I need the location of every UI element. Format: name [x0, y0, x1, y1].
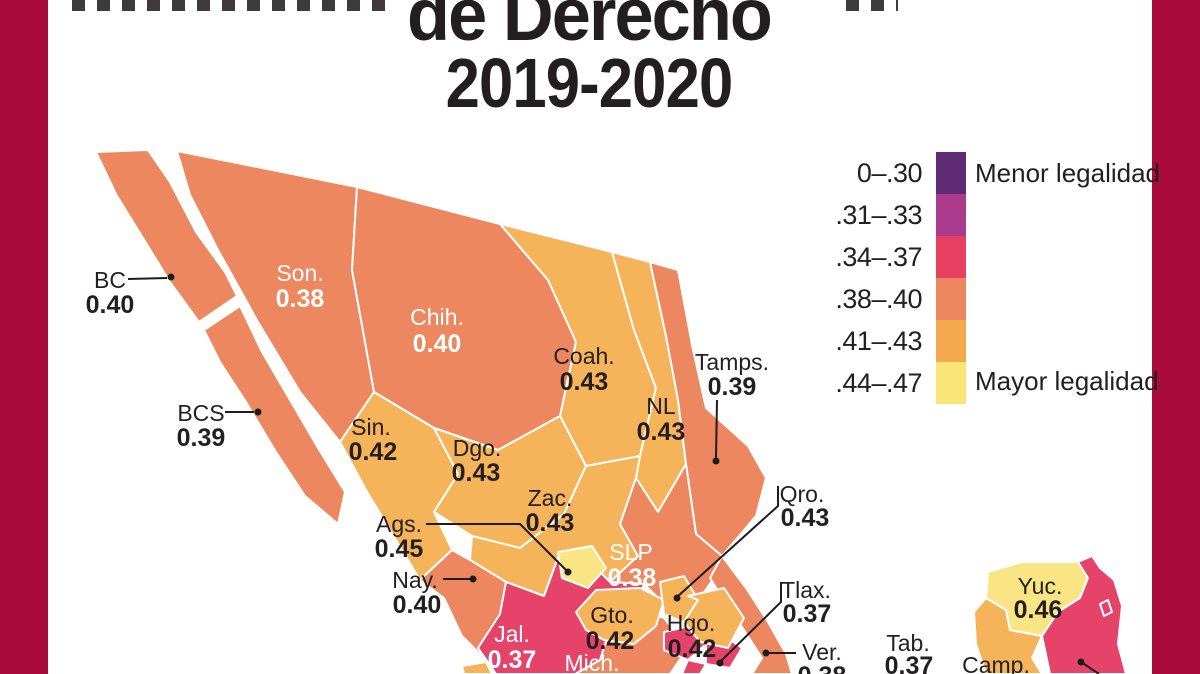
label-aguascalientes-value: 0.45 [375, 535, 424, 563]
state-colima [461, 661, 493, 674]
leader-dot-nay [469, 575, 477, 583]
label-durango-name: Dgo. [453, 435, 502, 461]
label-sinaloa-value: 0.42 [349, 438, 398, 466]
label-hidalgo-name: Hgo. [667, 610, 716, 636]
leader-dot-tlax [716, 659, 724, 667]
clipped-text-remnant [846, 0, 898, 11]
label-zacatecas-name: Zac. [528, 485, 573, 511]
leader-bc [127, 277, 168, 280]
label-baja-california-value: 0.40 [86, 291, 135, 319]
legend-swatch-magenta [936, 194, 966, 236]
label-san-luis-potosi-name: SLP [609, 539, 652, 565]
state-aguascalientes [557, 545, 607, 589]
label-hidalgo-value: 0.42 [668, 635, 717, 663]
label-nuevo-leon-value: 0.43 [637, 418, 686, 446]
legend-range-2: .31–.33 [835, 200, 922, 230]
label-tabasco-name: Tab. [886, 630, 929, 656]
legend-range-1: 0–.30 [856, 158, 923, 188]
label-sinaloa-name: Sin. [351, 414, 391, 440]
leader-dot-ver [762, 649, 770, 657]
legend-swatch-yellow [936, 362, 966, 404]
label-zacatecas-value: 0.43 [526, 509, 575, 537]
label-nayarit-name: Nay. [392, 567, 438, 593]
state-quintana-roo-island [1099, 599, 1113, 617]
legend-swatch-purple [936, 152, 966, 194]
state-sinaloa [339, 391, 459, 581]
label-san-luis-potosi-value: 0.38 [608, 564, 657, 592]
label-queretaro-value: 0.43 [781, 504, 830, 532]
state-tamaulipas [649, 261, 767, 557]
leader-tamps [715, 399, 718, 459]
leader-dot-quintana-roo [1077, 658, 1085, 666]
legend-range-6: .44–.47 [835, 368, 922, 398]
label-aguascalientes-name: Ags. [376, 511, 422, 537]
label-tlaxcala-value: 0.37 [783, 600, 832, 628]
page-subtitle-years: 2019-2020 [445, 44, 734, 122]
label-queretaro-name: Qro. [780, 481, 825, 507]
legend-swatch-orange [936, 320, 966, 362]
label-coahuila-value: 0.43 [560, 368, 609, 396]
label-campeche-name: Camp. [962, 652, 1030, 674]
label-nuevo-leon-name: NL [646, 393, 676, 419]
leader-dot-qro [673, 594, 681, 602]
label-tlaxcala-name: Tlax. [781, 577, 831, 603]
legend-range-3: .34–.37 [835, 242, 922, 272]
label-chihuahua-name: Chih. [410, 304, 464, 330]
legend-swatch-salmon [936, 278, 966, 320]
state-baja-california [95, 149, 238, 323]
right-accent-bar [1152, 0, 1200, 674]
leader-tlax [719, 582, 782, 663]
label-baja-california-sur-name: BCS [177, 400, 224, 426]
state-quintana-roo [1041, 555, 1127, 674]
label-sonora-name: Son. [276, 260, 323, 286]
label-tamaulipas-value: 0.39 [708, 373, 757, 401]
label-nayarit-value: 0.40 [393, 591, 442, 619]
left-accent-bar [0, 0, 48, 674]
label-jalisco-value: 0.37 [488, 646, 537, 674]
leader-quintana-roo [1080, 661, 1100, 674]
state-baja-california-sur [203, 305, 346, 525]
legend-mayor-label: Mayor legalidad [975, 366, 1159, 396]
label-tabasco-value: 0.37 [885, 652, 934, 674]
label-guanajuato-value: 0.42 [586, 627, 635, 655]
label-jalisco-name: Jal. [494, 621, 530, 647]
legend-menor-label: Menor legalidad [975, 158, 1161, 188]
clipped-text-remnant [72, 0, 394, 11]
label-chihuahua-value: 0.40 [413, 330, 462, 358]
legend-range-4: .38–.40 [835, 284, 922, 314]
page-title: de Derecho [407, 0, 773, 56]
label-veracruz-value: 0.38 [798, 662, 847, 674]
legend-range-5: .41–.43 [835, 326, 922, 356]
label-yucatan-name: Yuc. [1018, 573, 1063, 599]
label-tamaulipas-name: Tamps. [695, 349, 769, 375]
label-sonora-value: 0.38 [276, 285, 325, 313]
leader-dot-bcs [254, 408, 262, 416]
leader-dot-ags [564, 568, 572, 576]
leader-dot-tamps [712, 457, 720, 465]
leader-qro [676, 486, 779, 598]
legend-swatch-pink [936, 236, 966, 278]
state-guanajuato [575, 587, 665, 645]
label-coahuila-name: Coah. [553, 343, 614, 369]
label-michoacan-name: Mich. [565, 650, 620, 674]
label-yucatan-value: 0.46 [1014, 596, 1063, 624]
state-hidalgo [683, 587, 745, 649]
label-baja-california-sur-value: 0.39 [177, 424, 226, 452]
label-veracruz-name: Ver. [802, 639, 842, 665]
leader-dot-bc [167, 273, 175, 281]
label-guanajuato-name: Gto. [590, 602, 633, 628]
label-durango-value: 0.43 [452, 459, 501, 487]
leader-ags [426, 523, 567, 571]
state-mexico-cluster-3 [681, 659, 707, 674]
label-baja-california-name: BC [94, 267, 126, 293]
